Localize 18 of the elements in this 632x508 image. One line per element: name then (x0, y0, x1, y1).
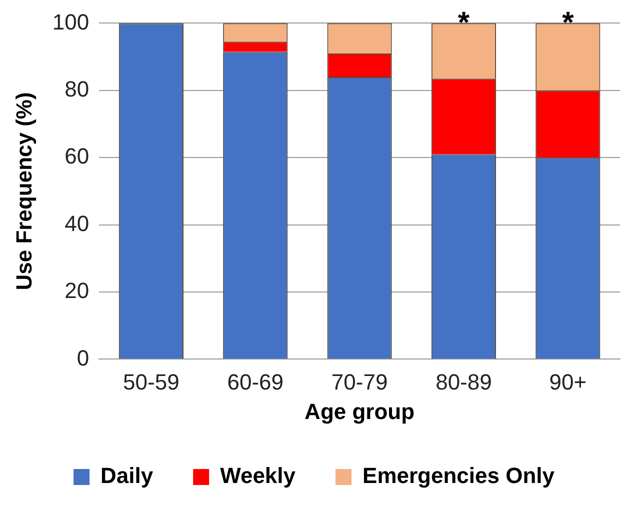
x-axis-title: Age group (304, 398, 415, 424)
x-tick-label: 60-69 (227, 369, 284, 394)
x-tick-label: 70-79 (331, 369, 388, 394)
y-tick-label: 0 (76, 345, 90, 370)
x-tick-label: 80-89 (436, 369, 492, 394)
y-tick-label: 40 (64, 210, 90, 236)
y-axis-title: Use Frequency (%) (11, 92, 36, 290)
annotation: * (562, 6, 574, 40)
legend-label: Weekly (220, 463, 296, 488)
y-tick-label: 20 (64, 278, 90, 304)
x-tick-label: 90+ (549, 369, 587, 394)
annotation: * (458, 6, 470, 40)
y-tick-label: 80 (64, 76, 90, 102)
x-tick-label: 50-59 (123, 369, 180, 394)
y-tick-label: 60 (64, 144, 90, 169)
y-tick-label: 100 (52, 9, 90, 34)
legend-label: Daily (100, 463, 154, 488)
legend-label: Emergencies Only (362, 463, 556, 488)
